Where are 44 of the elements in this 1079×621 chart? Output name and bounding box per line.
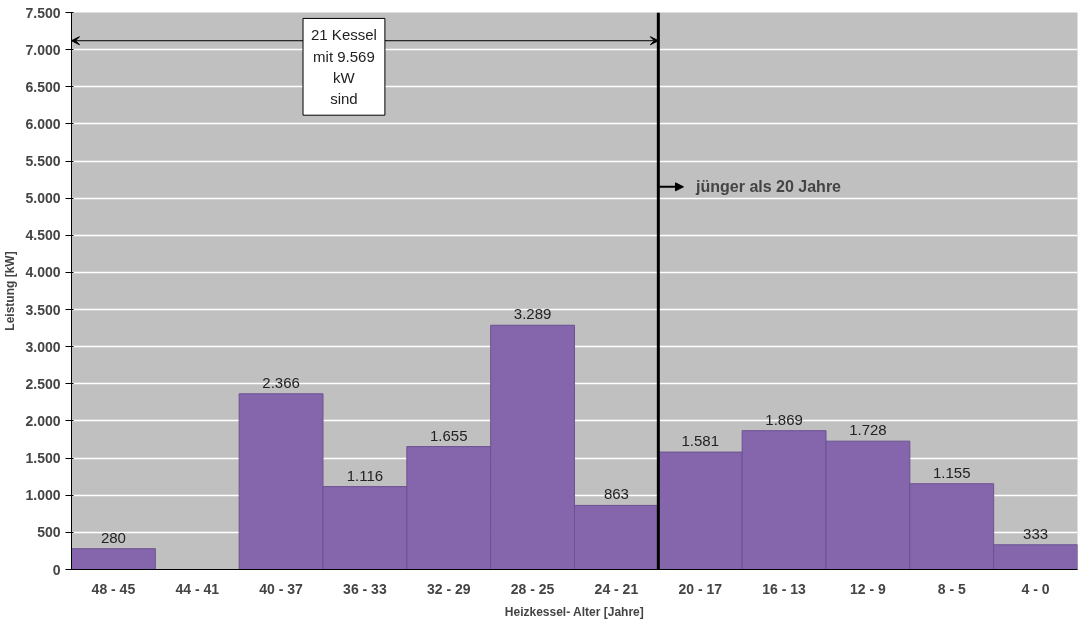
- y-tick-label: 4.500: [25, 227, 61, 244]
- x-tick-label: 40 - 37: [259, 580, 304, 597]
- data-label: 3.289: [513, 305, 552, 323]
- y-tick-label: 5.500: [25, 153, 61, 170]
- data-label: 1.728: [849, 421, 887, 439]
- x-tick-label: 12 - 9: [850, 580, 887, 597]
- annotation: 21 Kessel mit 9.569 kW sind: [311, 26, 377, 108]
- y-tick-label: 500: [37, 524, 61, 541]
- data-label: 1.155: [932, 463, 971, 481]
- y-axis-title: Leistung [kW]: [3, 251, 18, 331]
- y-tick-label: 7.000: [25, 41, 61, 58]
- y-tick-label: 1.500: [25, 450, 61, 467]
- x-tick-label: 20 - 17: [678, 580, 723, 597]
- y-tick-label: 6.000: [25, 115, 61, 132]
- y-tick-label: 2.500: [25, 375, 61, 392]
- x-tick-label: 28 - 25: [510, 580, 555, 597]
- y-tick-label: 7.500: [25, 4, 61, 21]
- y-tick-label: 2.000: [25, 412, 61, 429]
- bar: [71, 548, 156, 570]
- x-tick-label: 36 - 33: [343, 580, 387, 597]
- data-label: 1.581: [681, 432, 720, 450]
- y-tick-label: 3.000: [25, 338, 61, 355]
- x-tick-label: 16 - 13: [762, 580, 807, 597]
- y-tick-label: 6.500: [25, 78, 61, 95]
- data-label: 1.869: [765, 410, 803, 428]
- y-tick-label: 3.500: [25, 301, 61, 318]
- x-tick-label: 8 - 5: [937, 580, 966, 597]
- data-label: 1.655: [429, 426, 468, 444]
- y-tick-label: 0: [52, 561, 61, 578]
- x-tick-label: 24 - 21: [594, 580, 639, 597]
- x-tick-label: 4 - 0: [1021, 580, 1050, 597]
- y-tick-label: 5.000: [25, 190, 61, 207]
- y-tick-label: 4.000: [25, 264, 61, 281]
- x-tick-label: 48 - 45: [91, 580, 136, 597]
- data-label: 333: [1023, 524, 1049, 542]
- x-tick-label: 32 - 29: [426, 580, 471, 597]
- x-axis-title: Heizkessel- Alter [Jahre]: [504, 604, 644, 619]
- data-label: 863: [603, 485, 629, 503]
- data-label: 1.116: [346, 466, 384, 484]
- x-tick-label: 44 - 41: [175, 580, 220, 597]
- data-label: 2.366: [262, 373, 300, 391]
- ref-line-label: jünger als 20 Jahre: [695, 178, 842, 196]
- y-tick-label: 1.000: [25, 487, 61, 504]
- data-label: 280: [100, 528, 126, 546]
